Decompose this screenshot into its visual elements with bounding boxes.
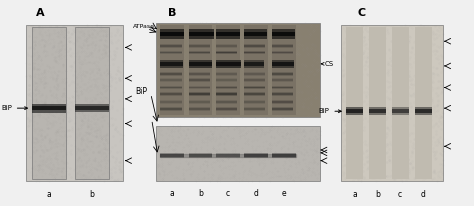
Bar bbox=[341, 25, 443, 181]
Text: B: B bbox=[168, 8, 177, 18]
Bar bbox=[392, 27, 409, 179]
Text: b: b bbox=[198, 189, 203, 198]
Text: d: d bbox=[254, 189, 258, 198]
Bar bbox=[216, 25, 240, 115]
Bar bbox=[346, 27, 363, 179]
Text: A: A bbox=[36, 8, 44, 18]
Text: b: b bbox=[375, 190, 380, 199]
Bar bbox=[32, 27, 66, 179]
Text: b: b bbox=[90, 190, 94, 199]
Text: c: c bbox=[226, 189, 230, 198]
Text: BiP: BiP bbox=[1, 105, 27, 111]
Bar bbox=[26, 25, 123, 181]
Bar bbox=[189, 25, 212, 115]
Text: a: a bbox=[47, 190, 52, 199]
Bar bbox=[156, 23, 320, 117]
Bar bbox=[75, 27, 109, 179]
Bar bbox=[156, 126, 320, 181]
Text: a: a bbox=[170, 189, 174, 198]
Text: d: d bbox=[421, 190, 426, 199]
Bar bbox=[272, 25, 296, 115]
Text: c: c bbox=[398, 190, 402, 199]
Text: e: e bbox=[282, 189, 286, 198]
Text: CS: CS bbox=[321, 61, 334, 67]
Text: BiP: BiP bbox=[319, 108, 341, 114]
Bar bbox=[369, 27, 386, 179]
Text: C: C bbox=[358, 8, 366, 18]
Bar bbox=[415, 27, 432, 179]
Text: BiP: BiP bbox=[135, 87, 147, 96]
Text: a: a bbox=[352, 190, 357, 199]
Text: ATPase: ATPase bbox=[133, 24, 155, 29]
Bar bbox=[244, 25, 268, 115]
Bar bbox=[160, 25, 184, 115]
